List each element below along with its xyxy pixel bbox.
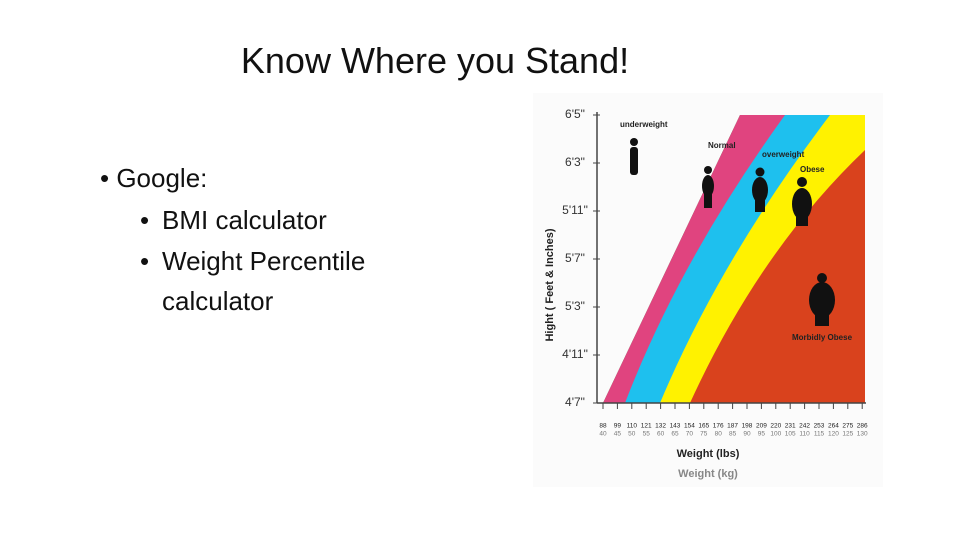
x-label-lbs: 121 xyxy=(641,423,652,430)
x-axis-title: Weight (lbs) xyxy=(677,448,740,460)
y-label: 5'11" xyxy=(562,203,588,217)
zone-label: Obese xyxy=(800,165,825,174)
x-label-lbs: 99 xyxy=(614,423,622,430)
sub-bullet: • Weight Percentile calculator xyxy=(140,241,430,321)
x-label-kg: 50 xyxy=(628,431,636,438)
x-label-lbs: 132 xyxy=(655,423,666,430)
zone-label: Morbidly Obese xyxy=(792,333,853,342)
x-label-lbs: 242 xyxy=(799,423,810,430)
bullet-text: BMI calculator xyxy=(162,205,327,235)
x-label-lbs: 187 xyxy=(727,423,738,430)
x-label-lbs: 220 xyxy=(770,423,781,430)
bullet-text: Google: xyxy=(116,163,208,193)
bullet-text: Weight Percentile calculator xyxy=(162,246,366,316)
zone-label: overweight xyxy=(762,150,805,159)
x-label-kg: 80 xyxy=(715,431,723,438)
x-label-lbs: 88 xyxy=(599,423,607,430)
x-label-lbs: 143 xyxy=(670,423,681,430)
x-label-kg: 40 xyxy=(599,431,607,438)
zone-label: Normal xyxy=(708,141,736,150)
x-label-kg: 125 xyxy=(842,431,853,438)
y-axis-title: Hight ( Feet & Inches) xyxy=(544,228,556,341)
x-label-kg: 110 xyxy=(799,431,810,438)
x-label-kg: 45 xyxy=(614,431,622,438)
x-label-lbs: 231 xyxy=(785,423,796,430)
x-label-kg: 95 xyxy=(758,431,766,438)
x-label-kg: 55 xyxy=(643,431,651,438)
zone-overweight xyxy=(603,115,830,403)
zone-label: underweight xyxy=(620,120,668,129)
y-label: 6'5" xyxy=(565,107,585,121)
x-label-kg: 85 xyxy=(729,431,737,438)
x-label-kg: 100 xyxy=(770,431,781,438)
slide-title: Know Where you Stand! xyxy=(240,40,630,81)
x-label-kg: 60 xyxy=(657,431,665,438)
x-label-lbs: 198 xyxy=(742,423,753,430)
x-label-kg: 65 xyxy=(671,431,679,438)
y-label: 5'7" xyxy=(565,251,585,265)
x-label-lbs: 176 xyxy=(713,423,724,430)
x-label-kg: 70 xyxy=(686,431,694,438)
x-label-lbs: 275 xyxy=(842,423,853,430)
sub-bullet: • BMI calculator xyxy=(140,200,430,240)
x-axis-title: Weight (kg) xyxy=(678,468,738,480)
silhouettes xyxy=(630,138,835,326)
x-label-kg: 115 xyxy=(814,431,825,438)
x-label-lbs: 286 xyxy=(857,423,868,430)
x-label-lbs: 165 xyxy=(698,423,709,430)
y-label: 4'7" xyxy=(565,395,585,409)
x-label-kg: 105 xyxy=(785,431,796,438)
x-label-lbs: 154 xyxy=(684,423,695,430)
y-label: 6'3" xyxy=(565,155,585,169)
x-label-lbs: 110 xyxy=(627,423,638,430)
x-label-lbs: 264 xyxy=(828,423,839,430)
x-label-lbs: 209 xyxy=(756,423,767,430)
zone-normal xyxy=(603,115,785,403)
x-label-kg: 75 xyxy=(700,431,708,438)
bullet: • Google: xyxy=(100,163,208,193)
y-label: 5'3" xyxy=(565,299,585,313)
x-label-kg: 120 xyxy=(828,431,839,438)
x-label-kg: 130 xyxy=(857,431,868,438)
x-label-lbs: 253 xyxy=(814,423,825,430)
y-label: 4'11" xyxy=(562,347,588,361)
x-label-kg: 90 xyxy=(743,431,751,438)
